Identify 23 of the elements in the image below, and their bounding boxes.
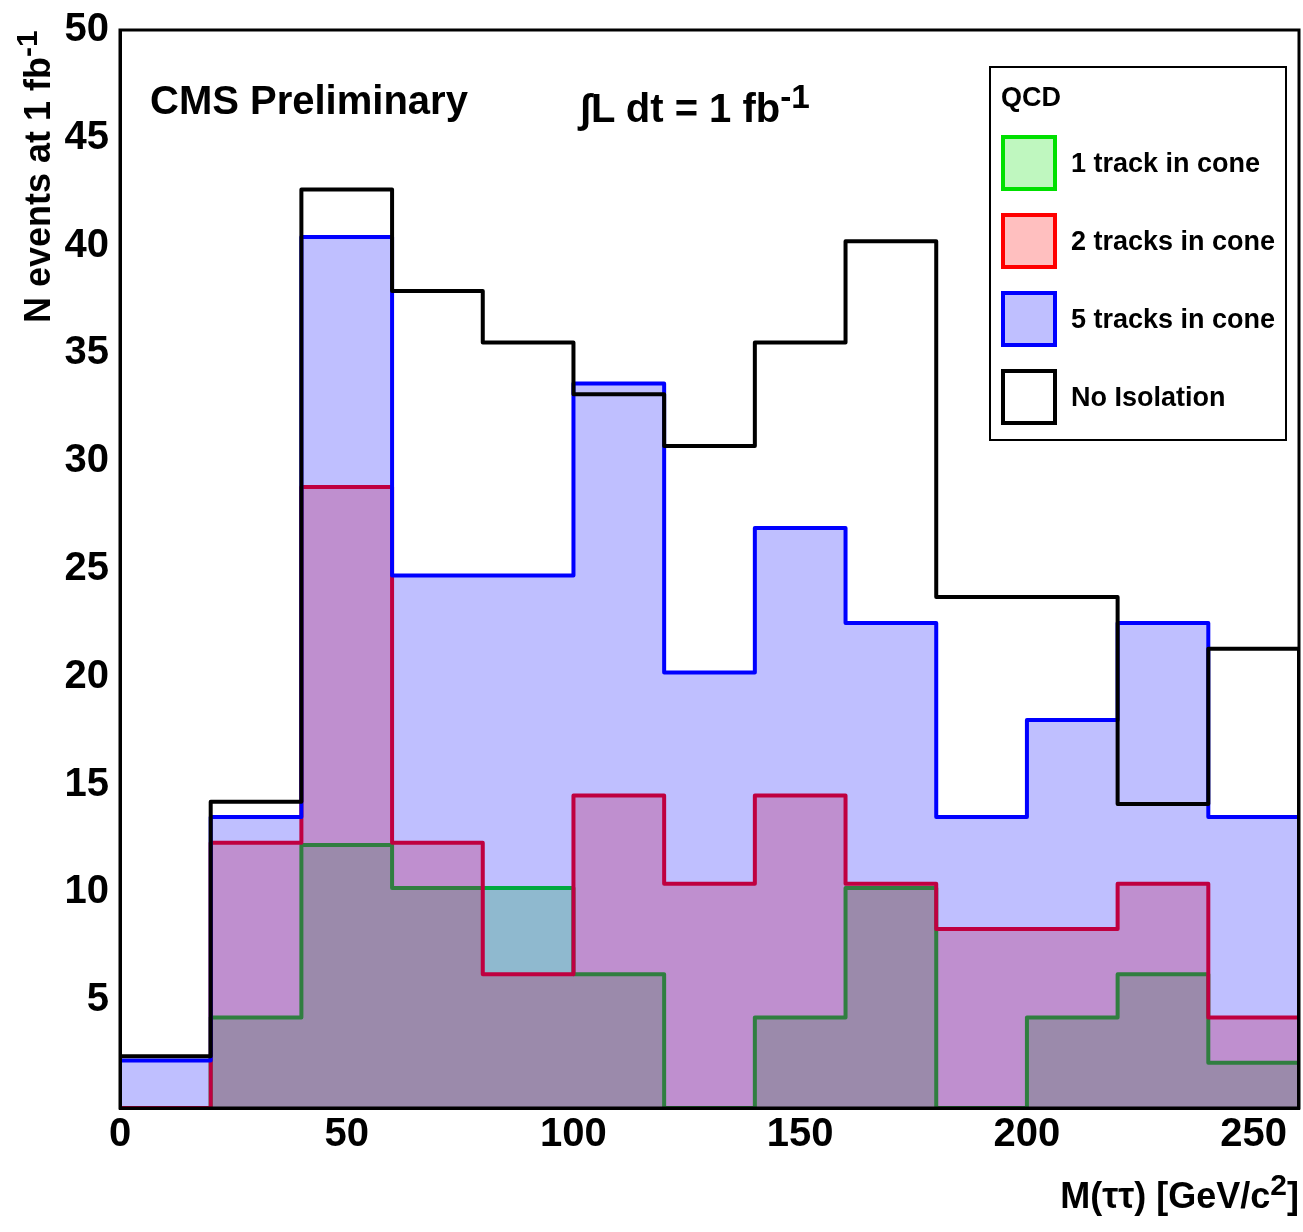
x-tick-label: 150 xyxy=(766,1110,834,1155)
legend-label: 2 tracks in cone xyxy=(1070,225,1275,257)
x-tick-label: 200 xyxy=(993,1110,1061,1155)
x-tick-label: 100 xyxy=(540,1110,607,1155)
legend-label: 1 track in cone xyxy=(1070,147,1260,179)
legend-label: No Isolation xyxy=(1070,381,1226,413)
y-tick-label: 50 xyxy=(64,5,109,50)
x-axis-title: M(ττ) [GeV/c$^{2}$] xyxy=(1060,1168,1299,1217)
y-tick-label: 30 xyxy=(64,436,109,481)
y-tick-label: 40 xyxy=(64,220,109,265)
annotation: CMS Preliminary xyxy=(150,78,468,123)
x-tick-label: 0 xyxy=(108,1110,132,1155)
y-tick-label: 5 xyxy=(86,975,109,1020)
y-tick-label: 45 xyxy=(64,112,109,157)
y-tick-label: 25 xyxy=(64,544,109,589)
legend-title: QCD xyxy=(1000,82,1062,113)
x-tick-label: 250 xyxy=(1220,1110,1288,1155)
legend-label: 5 tracks in cone xyxy=(1070,303,1275,335)
y-tick-label: 35 xyxy=(64,328,109,373)
y-tick-label: 15 xyxy=(64,759,109,804)
y-tick-label: 10 xyxy=(64,867,109,912)
y-tick-label: 20 xyxy=(64,651,109,696)
x-tick-label: 50 xyxy=(324,1110,369,1155)
